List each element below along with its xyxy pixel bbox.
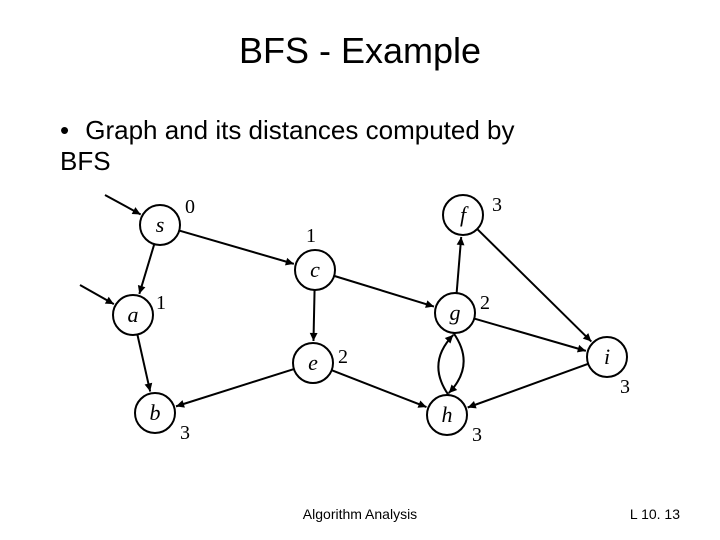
svg-text:3: 3	[620, 376, 630, 398]
svg-text:1: 1	[306, 225, 316, 247]
svg-text:i: i	[604, 344, 610, 369]
svg-text:3: 3	[492, 194, 502, 216]
footer-right: L 10. 13	[630, 506, 680, 522]
bullet-text: Graph and its distances computed byBFS	[60, 115, 514, 176]
slide-title: BFS - Example	[0, 30, 720, 72]
graph-figure: s0a1b3c1e2f3g2h3i3	[55, 185, 665, 465]
svg-text:s: s	[156, 212, 165, 237]
graph-svg: s0a1b3c1e2f3g2h3i3	[55, 185, 665, 465]
svg-text:b: b	[150, 400, 161, 425]
svg-text:0: 0	[185, 196, 195, 218]
svg-text:3: 3	[472, 424, 482, 446]
svg-text:c: c	[310, 257, 320, 282]
svg-text:e: e	[308, 350, 318, 375]
bullet-item: • Graph and its distances computed byBFS	[60, 115, 514, 177]
footer-center: Algorithm Analysis	[0, 506, 720, 522]
svg-text:g: g	[450, 300, 461, 325]
svg-text:3: 3	[180, 422, 190, 444]
svg-text:2: 2	[480, 292, 490, 314]
slide: BFS - Example • Graph and its distances …	[0, 0, 720, 540]
svg-text:2: 2	[338, 346, 348, 368]
svg-text:a: a	[128, 302, 139, 327]
svg-text:1: 1	[156, 292, 166, 314]
bullet-dot: •	[60, 115, 78, 146]
svg-text:h: h	[442, 402, 453, 427]
